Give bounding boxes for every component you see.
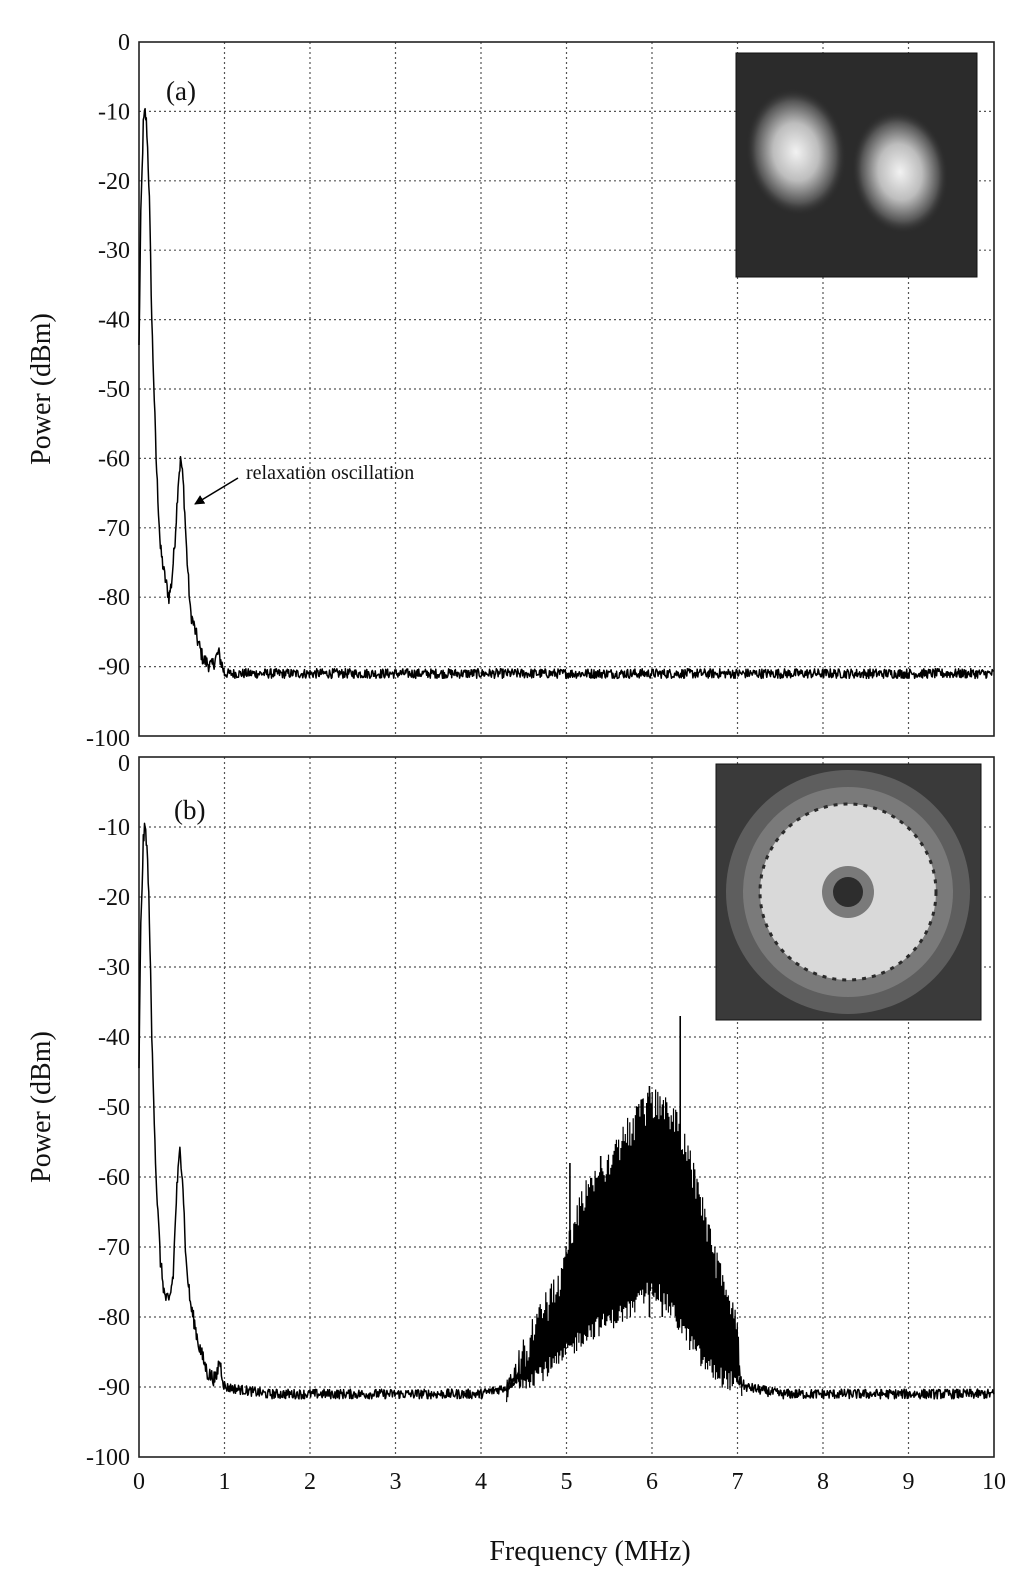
y-tick-label: -20 — [98, 169, 130, 195]
plot-frame-b — [138, 756, 995, 1458]
y-tick-label: 0 — [118, 751, 130, 777]
spectral-band-b — [506, 1016, 743, 1403]
y-tick-label: -90 — [98, 1375, 130, 1401]
annotation-relaxation-oscillation: relaxation oscillation — [246, 462, 414, 484]
y-tick-label: -80 — [98, 585, 130, 611]
y-tick-label: -70 — [98, 516, 130, 542]
x-tick-label: 4 — [475, 1469, 487, 1495]
panel-label-b: (b) — [174, 795, 205, 825]
x-tick-labels-b: 0 1 2 3 4 5 6 7 8 9 10 — [133, 1469, 1006, 1495]
y-axis-title-b: Power (dBm) — [26, 1031, 57, 1183]
panel-b: 0 -10 -20 -30 -40 -50 -60 -70 -80 -90 -100 0 1 2 3 4 5 6… — [26, 751, 1006, 1567]
x-tick-label: 5 — [561, 1469, 573, 1495]
y-tick-label: -40 — [98, 308, 130, 334]
spectrum-trace-a — [138, 107, 995, 680]
inset-two-lobe-beam-image — [735, 52, 978, 278]
y-tick-label: -80 — [98, 1305, 130, 1331]
x-tick-label: 10 — [982, 1469, 1006, 1495]
y-tick-labels-b: 0 -10 -20 -30 -40 -50 -60 -70 -80 -90 -100 — [86, 751, 130, 1471]
y-tick-label: -50 — [98, 1095, 130, 1121]
y-tick-label: -60 — [98, 1165, 130, 1191]
x-tick-label: 9 — [903, 1469, 915, 1495]
y-tick-labels-a: 0 -10 -20 -30 -40 -50 -60 -70 -80 -90 -100 — [86, 30, 130, 752]
spectral-band-trace — [506, 1089, 743, 1403]
y-tick-label: -100 — [86, 1445, 130, 1471]
x-tick-label: 1 — [219, 1469, 231, 1495]
y-tick-label: -30 — [98, 955, 130, 981]
x-tick-label: 2 — [304, 1469, 316, 1495]
y-tick-label: 0 — [118, 30, 130, 56]
panel-label-a: (a) — [166, 76, 196, 106]
x-tick-label: 3 — [390, 1469, 402, 1495]
x-tick-label: 0 — [133, 1469, 145, 1495]
x-tick-label: 8 — [817, 1469, 829, 1495]
x-tick-label: 7 — [732, 1469, 744, 1495]
y-tick-label: -30 — [98, 238, 130, 264]
y-tick-label: -70 — [98, 1235, 130, 1261]
y-tick-label: -50 — [98, 377, 130, 403]
y-tick-label: -40 — [98, 1025, 130, 1051]
annotation-arrow — [194, 477, 239, 505]
plot-frame-a — [138, 41, 995, 737]
x-tick-label: 6 — [646, 1469, 658, 1495]
inset-ring-beam-image — [715, 763, 982, 1021]
x-axis-title: Frequency (MHz) — [489, 1536, 690, 1567]
panel-a: 0 -10 -20 -30 -40 -50 -60 -70 -80 -90 -100 Power (… — [26, 30, 995, 752]
y-tick-label: -60 — [98, 446, 130, 472]
y-tick-label: -10 — [98, 99, 130, 125]
y-tick-label: -100 — [86, 726, 130, 752]
y-tick-label: -10 — [98, 815, 130, 841]
y-tick-label: -20 — [98, 885, 130, 911]
y-axis-title-a: Power (dBm) — [26, 313, 57, 465]
y-tick-label: -90 — [98, 655, 130, 681]
spectrum-trace-b — [138, 822, 995, 1400]
